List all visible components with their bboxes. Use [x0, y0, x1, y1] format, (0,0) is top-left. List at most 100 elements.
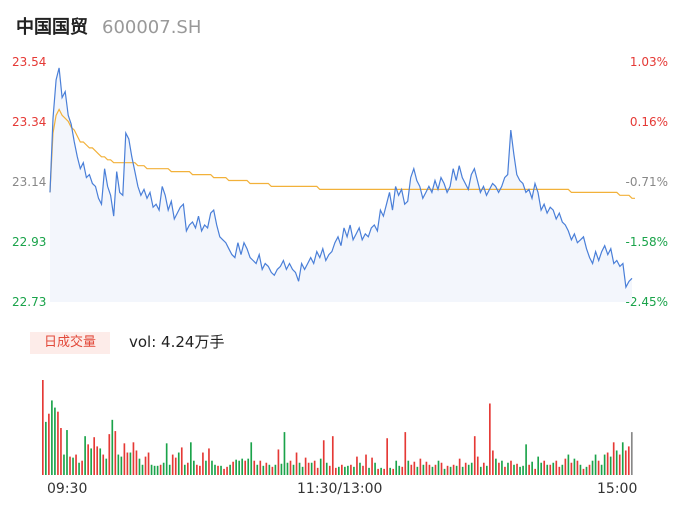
volume-bar [135, 450, 138, 475]
volume-bar [177, 452, 180, 475]
volume-bar [603, 454, 606, 475]
volume-bar [446, 465, 449, 475]
price-tick-label: 23.34 [12, 115, 47, 129]
volume-bar [301, 466, 304, 475]
volume-bar [310, 462, 313, 475]
volume-bar [280, 463, 283, 475]
volume-bar [313, 460, 316, 475]
volume-bar [507, 462, 509, 475]
volume-bar [449, 466, 452, 475]
volume-bar [470, 462, 473, 475]
volume-bar [522, 465, 524, 475]
volume-bar [199, 465, 201, 475]
volume-bar [419, 458, 422, 475]
volume-bar [498, 462, 500, 475]
volume-bar [81, 460, 83, 475]
volume-bar [452, 464, 455, 475]
volume-bar [368, 467, 370, 475]
volume-bar [473, 436, 476, 475]
volume-bar [359, 462, 361, 475]
volume-bar [66, 430, 68, 475]
volume-bar [214, 464, 216, 475]
volume-bar [356, 456, 358, 475]
volume-bar [543, 460, 546, 475]
volume-bar [573, 458, 576, 475]
volume-bar [208, 448, 210, 475]
volume-bar [398, 465, 401, 475]
price-tick-label: 22.93 [12, 235, 47, 249]
volume-bar [132, 442, 135, 475]
volume-bar [232, 461, 234, 475]
volume-bar [147, 452, 150, 475]
volume-bars [42, 380, 633, 475]
volume-bar [129, 452, 132, 475]
volume-bar [217, 465, 219, 475]
volume-bar [374, 462, 376, 475]
volume-bar [75, 454, 77, 475]
volume-bar [513, 464, 515, 475]
price-area [50, 67, 632, 303]
volume-bar [138, 458, 141, 475]
volume-bar [570, 462, 573, 475]
volume-bar [576, 460, 579, 475]
volume-bar [156, 465, 159, 475]
volume-bar [567, 454, 570, 475]
volume-bar [325, 462, 328, 475]
volume-bar [96, 446, 99, 475]
volume-bar [627, 446, 630, 475]
volume-bar [344, 466, 346, 475]
volume-bar [159, 464, 162, 475]
price-path [49, 67, 633, 290]
volume-bar [126, 452, 129, 475]
volume-bar [45, 421, 47, 475]
volume-bar [431, 466, 434, 475]
volume-tag: 日成交量 [30, 332, 110, 354]
volume-bar [350, 464, 352, 475]
volume-bar [618, 454, 621, 475]
volume-bar [84, 436, 86, 475]
volume-bar [168, 464, 171, 475]
volume-bar [298, 462, 301, 475]
volume-bar [144, 456, 147, 475]
volume-bar [202, 452, 204, 475]
volume-bar [174, 457, 177, 475]
volume-bar [319, 458, 322, 475]
volume-bar [395, 460, 398, 475]
volume-bar [51, 400, 53, 475]
volume-bar [244, 460, 247, 475]
volume-bar [211, 460, 213, 475]
volume-bar [371, 457, 373, 475]
price-area-fill [50, 67, 632, 303]
volume-bar [525, 444, 527, 475]
volume-bar [467, 464, 470, 475]
time-tick-label: 15:00 [597, 481, 638, 497]
volume-bar [549, 464, 552, 475]
volume-bar [268, 464, 271, 475]
volume-bar [410, 464, 413, 475]
volume-bar [392, 468, 395, 475]
volume-bar [531, 461, 533, 475]
volume-bar [519, 466, 521, 475]
volume-bar [413, 461, 416, 475]
volume-bar [186, 462, 189, 475]
volume-bar [401, 466, 404, 475]
volume-bar [495, 458, 497, 475]
volume-bar [123, 443, 126, 475]
volume-bar [57, 411, 59, 475]
volume-bar [440, 462, 443, 475]
stock-code: 600007.SH [102, 17, 202, 38]
volume-bar [416, 466, 419, 475]
volume-summary: vol: 4.24万手 [129, 333, 225, 351]
volume-bar [609, 456, 612, 475]
volume-bar [238, 460, 240, 475]
volume-bar [552, 462, 555, 475]
volume-bar [102, 454, 105, 475]
volume-bar [606, 452, 609, 475]
volume-bar [292, 464, 295, 475]
volume-bar [331, 436, 334, 475]
volume-bar [455, 465, 458, 475]
volume-bar [380, 467, 382, 475]
volume-bar [630, 432, 633, 475]
volume-bar [265, 462, 268, 475]
